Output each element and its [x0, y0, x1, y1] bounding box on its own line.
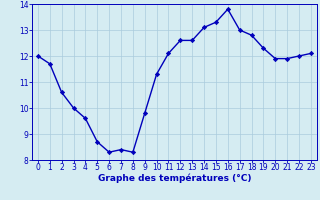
X-axis label: Graphe des températures (°C): Graphe des températures (°C): [98, 174, 251, 183]
